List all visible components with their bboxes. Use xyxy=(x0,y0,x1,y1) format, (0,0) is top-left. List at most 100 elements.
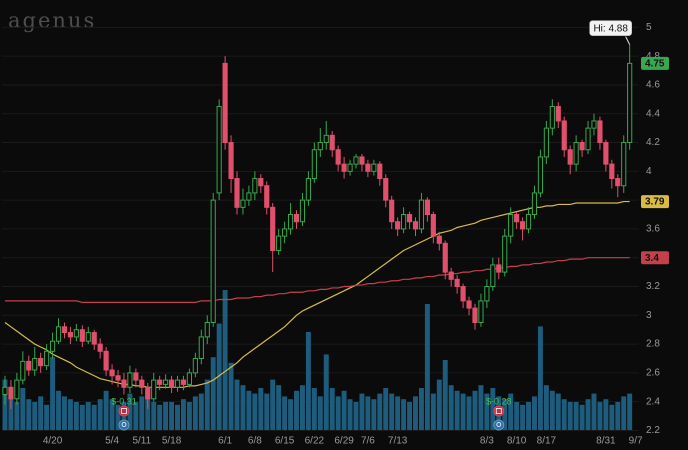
candle-body xyxy=(8,386,14,400)
volume-bar xyxy=(20,388,26,430)
volume-bar xyxy=(198,393,204,430)
volume-bar xyxy=(169,402,175,430)
earnings-icon-glyph xyxy=(495,408,502,414)
candle-body xyxy=(460,286,466,302)
volume-bar xyxy=(264,393,270,430)
volume-bar xyxy=(311,388,317,430)
volume-bar xyxy=(317,396,323,430)
volume-bar xyxy=(85,402,91,430)
candle-body xyxy=(115,375,121,381)
candle-body xyxy=(430,214,436,237)
volume-bar xyxy=(97,399,103,430)
volume-bar xyxy=(502,399,508,430)
candle-body xyxy=(466,300,472,309)
volume-bar xyxy=(282,396,288,430)
volume-bar xyxy=(323,354,329,430)
candle-body xyxy=(168,379,175,388)
candle-body xyxy=(335,149,341,165)
volume-bar xyxy=(186,402,192,430)
y-tick-label: 5 xyxy=(646,22,652,33)
volume-bar xyxy=(175,404,180,430)
volume-bar xyxy=(276,385,282,430)
candle-body xyxy=(127,372,133,388)
candle-body xyxy=(537,156,544,194)
y-tick-label: 4.6 xyxy=(646,80,660,91)
candle-body xyxy=(478,300,484,324)
candle-body xyxy=(222,62,228,144)
volume-bar xyxy=(329,388,335,430)
candle-body xyxy=(121,379,127,388)
volume-bar xyxy=(472,390,478,430)
volume-bar xyxy=(109,399,115,430)
volume-bar xyxy=(430,393,436,430)
candle-body xyxy=(14,379,20,400)
volume-bar xyxy=(585,399,591,430)
candle-body xyxy=(627,62,633,144)
volume-bar xyxy=(73,402,79,430)
candle-body xyxy=(603,142,609,165)
candle-body xyxy=(317,142,323,151)
volume-bar xyxy=(555,393,561,430)
candle-body xyxy=(258,178,264,187)
x-tick-label: 8/17 xyxy=(537,436,557,447)
candle-body xyxy=(276,235,282,252)
dividend-icon xyxy=(493,419,505,431)
earnings-label: $-0.31 xyxy=(111,396,137,406)
candle-body xyxy=(496,264,502,273)
last-price-label-box xyxy=(641,56,669,70)
volume-bar xyxy=(288,399,294,430)
volume-bar xyxy=(567,402,573,430)
candle-body xyxy=(323,134,329,144)
volume-bar xyxy=(32,402,38,430)
y-tick-label: 2.2 xyxy=(646,425,660,436)
volume-bar xyxy=(389,393,395,430)
volume-bar xyxy=(44,404,50,430)
candle-body xyxy=(597,120,603,144)
candle-body xyxy=(472,307,478,324)
x-tick-label: 8/10 xyxy=(507,436,527,447)
volume-bar xyxy=(139,396,145,430)
candle-body xyxy=(442,242,448,273)
candle-body xyxy=(341,163,347,172)
candle-body xyxy=(26,360,32,371)
candle-body xyxy=(579,142,585,151)
y-tick-label: 3 xyxy=(646,310,652,321)
candle-body xyxy=(365,163,371,172)
candle-body xyxy=(264,185,270,208)
candle-body xyxy=(73,329,79,338)
x-tick-label: 6/1 xyxy=(218,436,232,447)
volume-bar xyxy=(526,402,532,430)
candle-body xyxy=(615,178,621,187)
volume-bar xyxy=(180,399,186,430)
moving-average-last-label: 3.79 xyxy=(645,197,665,208)
volume-bar xyxy=(38,396,44,430)
annotation-pointer xyxy=(625,36,631,45)
x-tick-label: 6/29 xyxy=(334,436,354,447)
y-tick-label: 3.6 xyxy=(646,224,660,235)
volume-bar xyxy=(67,399,73,430)
volume-bar xyxy=(532,396,537,430)
volume-bar xyxy=(299,385,305,430)
volume-bar xyxy=(466,396,472,430)
moving-average-last-label-box xyxy=(641,195,669,209)
volume-bar xyxy=(347,399,353,430)
volume-bar xyxy=(615,402,621,430)
candle-body xyxy=(20,360,26,381)
x-tick-label: 5/11 xyxy=(132,436,151,447)
candle-body xyxy=(204,322,210,338)
candle-body xyxy=(454,278,460,288)
volume-bar xyxy=(252,393,258,430)
candle-body xyxy=(549,106,555,129)
candle-body xyxy=(514,214,520,223)
candle-body xyxy=(133,372,139,381)
candle-body xyxy=(2,386,8,395)
candle-body xyxy=(85,332,91,342)
candle-body xyxy=(299,199,306,223)
volume-bar xyxy=(246,390,252,430)
volume-bar xyxy=(228,362,234,430)
volume-bar xyxy=(573,402,579,430)
annotation-box xyxy=(589,20,632,36)
volume-bar xyxy=(478,385,484,430)
candle-body xyxy=(103,350,109,371)
